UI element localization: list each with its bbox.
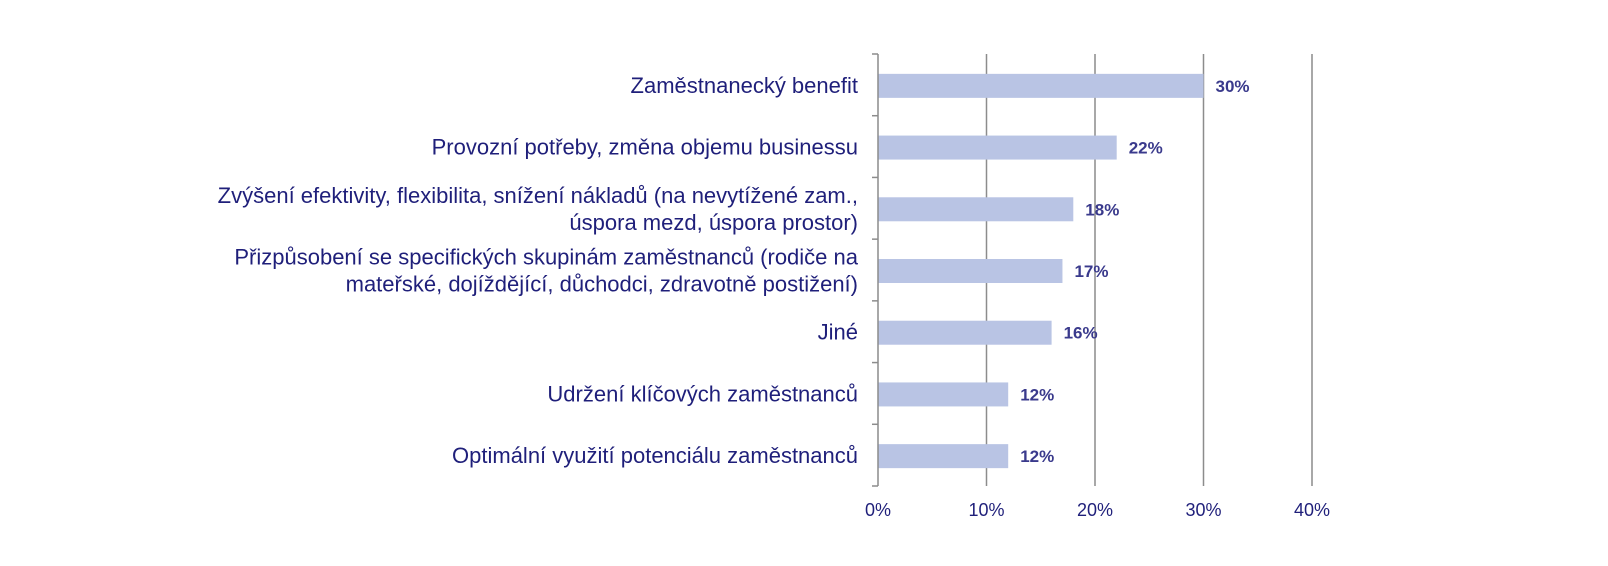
- category-label: Provozní potřeby, změna objemu businessu: [432, 135, 858, 160]
- bars: [878, 73, 1204, 469]
- data-label: 30%: [1216, 77, 1250, 96]
- bar: [878, 73, 1204, 98]
- bar: [878, 197, 1074, 222]
- category-label: Zaměstnanecký benefit: [631, 73, 858, 98]
- bar: [878, 444, 1009, 469]
- data-label: 17%: [1074, 262, 1108, 281]
- bar: [878, 320, 1052, 345]
- x-tick-label: 20%: [1077, 500, 1113, 520]
- data-label: 12%: [1020, 447, 1054, 466]
- data-label: 12%: [1020, 385, 1054, 404]
- x-tick-label: 10%: [968, 500, 1004, 520]
- category-label: Jiné: [818, 320, 858, 345]
- bar: [878, 382, 1009, 407]
- bar: [878, 259, 1063, 283]
- category-labels: Zaměstnanecký benefit Provozní potřeby, z…: [218, 73, 859, 468]
- x-tick-label: 40%: [1294, 500, 1330, 520]
- data-label: 16%: [1064, 324, 1098, 343]
- bar: [878, 135, 1117, 160]
- data-label: 22%: [1129, 139, 1163, 158]
- data-label: 18%: [1085, 200, 1119, 219]
- x-tick-label: 30%: [1185, 500, 1221, 520]
- y-axis: [872, 53, 879, 487]
- category-label: Zvýšení efektivity, flexibilita, snížení…: [218, 183, 858, 235]
- data-labels: 30% 22% 18% 17% 16% 12% 12%: [1020, 77, 1249, 466]
- x-tick-labels: 0% 10% 20% 30% 40%: [865, 500, 1330, 520]
- category-label: Udržení klíčových zaměstnanců: [547, 381, 858, 406]
- x-tick-label: 0%: [865, 500, 891, 520]
- category-label: Přizpůsobení se specifických skupinám za…: [234, 245, 858, 297]
- category-label: Optimální využití potenciálu zaměstnanců: [452, 443, 858, 468]
